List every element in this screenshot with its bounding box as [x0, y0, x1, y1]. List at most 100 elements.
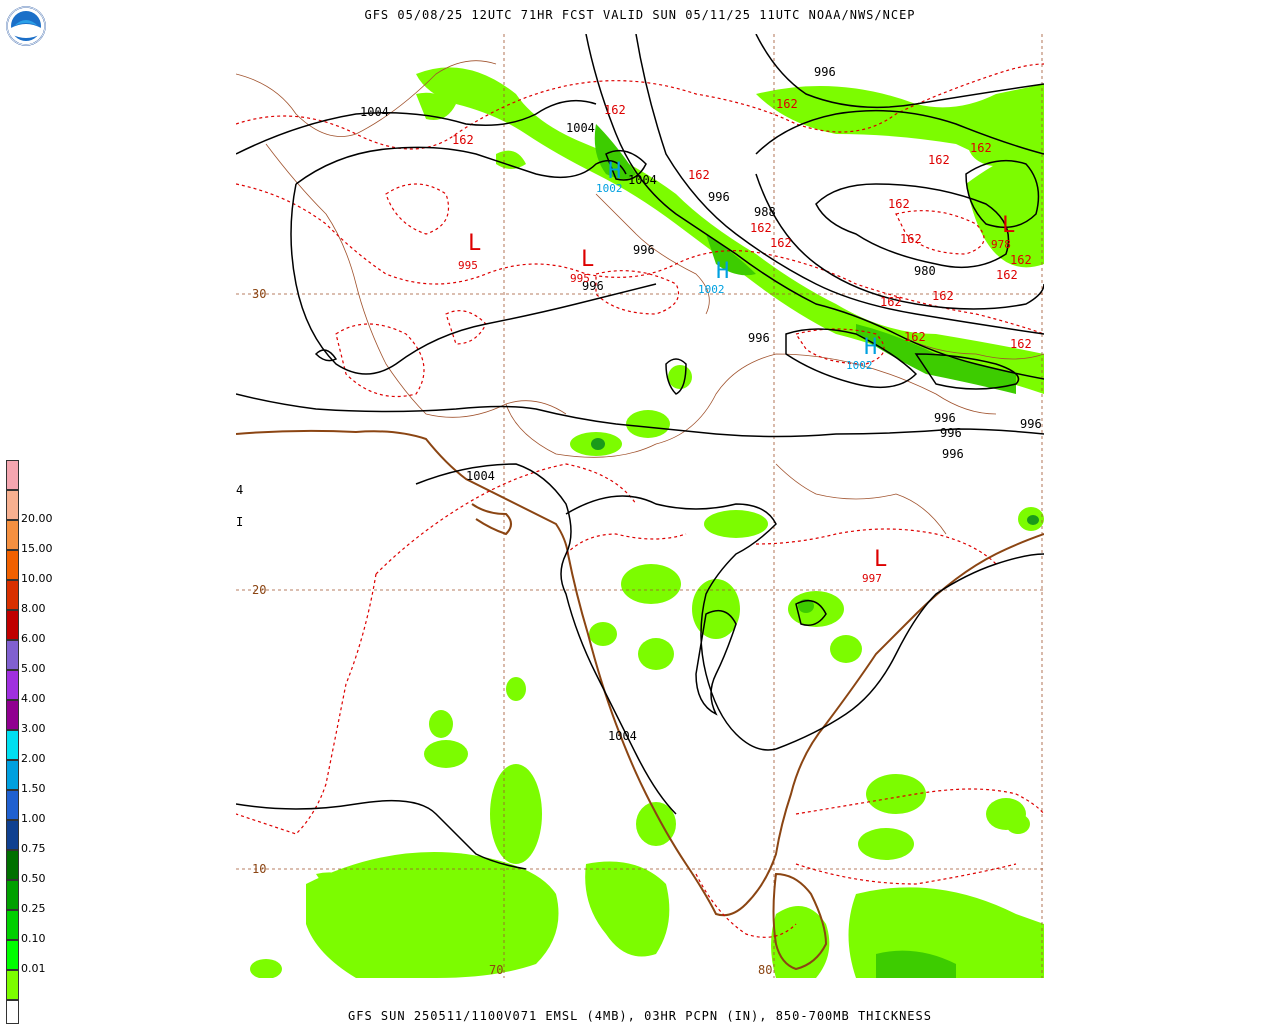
legend-label: 8.00	[21, 602, 46, 615]
low-symbol: L	[874, 547, 887, 572]
precip-area	[756, 84, 1044, 174]
precip-area	[589, 622, 617, 646]
thickness-line	[375, 463, 637, 575]
precip-area	[1027, 515, 1039, 525]
coastline	[471, 503, 512, 536]
isobar-line	[695, 609, 737, 716]
thickness-label: 162	[688, 168, 710, 182]
high-centers: H 1002 H 1002 H 1002	[596, 159, 877, 372]
thickness-label: 162	[904, 330, 926, 344]
thickness-label: 162	[452, 133, 474, 147]
thickness-line	[795, 863, 1017, 885]
precip-area	[856, 324, 1016, 394]
precip-area	[692, 579, 740, 639]
precip-area	[966, 144, 1044, 268]
lon-label: 80	[758, 963, 772, 977]
forecast-map: 1004 1004 1004 996 996 996 988 980 996 9…	[236, 34, 1044, 978]
legend-swatch	[6, 640, 19, 670]
thickness-line	[795, 788, 1044, 815]
legend-swatch	[6, 670, 19, 700]
legend-swatch	[6, 910, 19, 940]
isobar-line	[755, 34, 1044, 109]
legend-swatch	[6, 760, 19, 790]
precip-area	[416, 92, 456, 120]
precip-area	[876, 950, 956, 978]
legend-swatch	[6, 520, 19, 550]
isobar-label: 1004	[566, 121, 595, 135]
precip-area	[585, 861, 670, 957]
thickness-labels: 162 162 162 162 162 162 162 162 162 162 …	[452, 97, 1032, 351]
low-value: 995	[458, 259, 478, 272]
precip-area	[668, 365, 692, 389]
legend-label: 20.00	[21, 512, 53, 525]
legend-label: 0.01	[21, 962, 46, 975]
lat-label: 30	[252, 287, 266, 301]
legend-swatch	[6, 970, 19, 1000]
border-line	[265, 143, 567, 418]
low-value: 995	[570, 272, 590, 285]
thickness-line	[236, 573, 377, 835]
thickness-line	[445, 310, 487, 345]
low-symbol: L	[1002, 213, 1015, 238]
low-centers: L 995 L 995 L 978 L 997	[458, 213, 1015, 585]
isobar-label: 996	[708, 190, 730, 204]
thickness-label: 162	[880, 295, 902, 309]
thickness-label: 162	[770, 236, 792, 250]
borders	[236, 60, 1044, 535]
legend-swatch	[6, 550, 19, 580]
isobar-line	[236, 393, 1044, 438]
isobar-label: 988	[754, 205, 776, 219]
thickness-label: 162	[776, 97, 798, 111]
isobar-label: 996	[814, 65, 836, 79]
thickness-line	[236, 63, 1044, 150]
side-marks: 4 I	[236, 483, 243, 529]
precip-area	[798, 599, 814, 613]
precip-area	[490, 764, 542, 864]
isobar-line	[815, 183, 1010, 269]
thickness-label: 162	[888, 197, 910, 211]
isobar-label: 1004	[628, 173, 657, 187]
isobars	[236, 34, 1044, 870]
isobar-line	[755, 109, 1044, 155]
low-symbol: L	[581, 247, 594, 272]
border-line	[895, 333, 1044, 360]
high-value: 1002	[596, 182, 623, 195]
thickness-line	[755, 528, 997, 565]
precip-area	[968, 122, 1024, 166]
border-line	[655, 353, 857, 445]
isobar-line	[236, 99, 597, 155]
legend-label: 5.00	[21, 662, 46, 675]
precip-area	[626, 410, 670, 438]
isobar-line	[605, 149, 647, 181]
legend-swatch	[6, 940, 19, 970]
coastlines	[236, 429, 1044, 971]
precip-area	[830, 635, 862, 663]
legend-label: 15.00	[21, 542, 53, 555]
isobar-label: 996	[1020, 417, 1042, 431]
legend-label: 10.00	[21, 572, 53, 585]
side-mark: I	[236, 515, 243, 529]
thickness-label: 162	[604, 103, 626, 117]
legend-label: 0.50	[21, 872, 46, 885]
thickness-label: 162	[1010, 253, 1032, 267]
precip-area	[866, 774, 926, 814]
thickness-label: 162	[1010, 337, 1032, 351]
precip-area	[788, 591, 844, 627]
isobar-line	[775, 553, 1044, 750]
legend-label: 0.25	[21, 902, 46, 915]
precip-area	[429, 710, 453, 738]
precip-area	[496, 150, 526, 169]
low-symbol: L	[468, 231, 481, 256]
isobar-label: 996	[942, 447, 964, 461]
isobar-label: 996	[934, 411, 956, 425]
thickness-line	[565, 533, 687, 555]
map-footer: GFS SUN 250511/1100V071 EMSL (4MB), 03HR…	[348, 1009, 932, 1023]
isobar-line	[585, 34, 1044, 380]
thickness-line	[236, 183, 1044, 335]
thickness-label: 162	[928, 153, 950, 167]
precip-area	[506, 677, 526, 701]
legend-label: 2.00	[21, 752, 46, 765]
precip-area	[858, 828, 914, 860]
border-line	[595, 193, 710, 315]
thickness-label: 162	[900, 232, 922, 246]
